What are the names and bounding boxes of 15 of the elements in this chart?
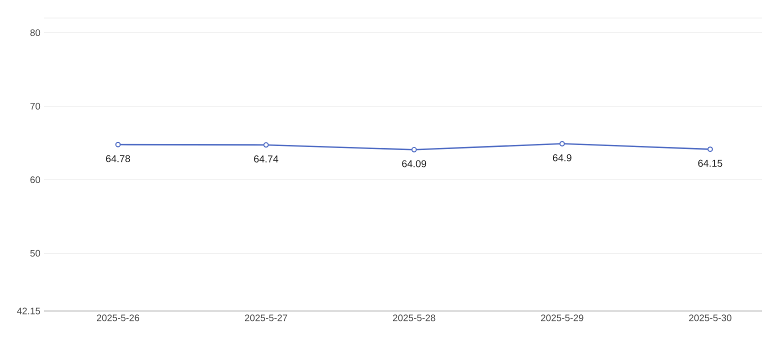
data-label: 64.9 (552, 154, 572, 162)
data-label: 64.15 (698, 160, 722, 167)
y-tick-label: 80 (30, 29, 40, 36)
data-label: 64.78 (106, 155, 130, 162)
y-tick-label: 50 (30, 250, 40, 257)
y-tick-label: 42.15 (17, 308, 40, 314)
x-tick-label: 2025-5-28 (393, 314, 436, 322)
x-tick-label: 2025-5-29 (541, 314, 584, 322)
x-tick-label: 2025-5-30 (689, 314, 732, 322)
x-tick-label: 2025-5-27 (244, 314, 288, 322)
data-label: 64.74 (254, 155, 278, 162)
x-tick-label: 2025-5-26 (96, 314, 140, 322)
data-label: 64.09 (402, 160, 426, 168)
y-tick-label: 70 (30, 102, 40, 110)
y-tick-label: 60 (30, 176, 40, 184)
